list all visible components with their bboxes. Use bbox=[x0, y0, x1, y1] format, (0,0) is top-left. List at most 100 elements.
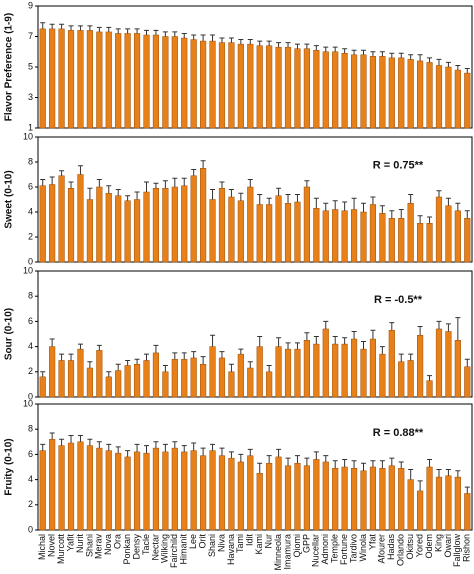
error-bar bbox=[219, 351, 225, 358]
x-tick-label: Shani bbox=[207, 534, 217, 557]
error-bar bbox=[247, 448, 253, 456]
bar bbox=[152, 188, 160, 263]
bar bbox=[209, 450, 216, 531]
bar bbox=[332, 468, 339, 531]
bar bbox=[181, 451, 188, 531]
bar bbox=[426, 380, 433, 398]
error-bar bbox=[257, 462, 263, 474]
x-tick-label: Havana bbox=[226, 534, 236, 565]
error-bar bbox=[191, 169, 197, 176]
y-tick-label: 2 bbox=[28, 366, 33, 376]
bar bbox=[86, 199, 93, 263]
bar bbox=[379, 56, 386, 129]
error-bar bbox=[144, 29, 149, 35]
bar bbox=[445, 475, 452, 531]
error-bar bbox=[342, 337, 348, 345]
bar bbox=[398, 361, 405, 398]
error-bar bbox=[361, 49, 366, 55]
bar bbox=[341, 53, 348, 129]
x-tick-label: Yafit bbox=[65, 534, 75, 552]
error-bar bbox=[153, 441, 159, 449]
bar bbox=[435, 65, 443, 129]
annotation: R = 0.75** bbox=[373, 160, 424, 172]
bar bbox=[379, 213, 386, 263]
bar bbox=[379, 468, 386, 531]
error-bar bbox=[247, 179, 253, 187]
bar bbox=[181, 358, 188, 398]
bar bbox=[247, 367, 254, 398]
bar bbox=[369, 338, 377, 398]
error-bar bbox=[351, 330, 357, 340]
bar bbox=[256, 473, 263, 531]
x-tick-label: Qiomi bbox=[292, 534, 302, 558]
bar bbox=[171, 36, 178, 129]
x-tick-label: Yored bbox=[414, 534, 424, 557]
y-tick-label: 6 bbox=[28, 449, 33, 459]
error-bar bbox=[370, 460, 376, 467]
error-bar bbox=[464, 486, 470, 494]
y-axis-label: Fruity (0-10) bbox=[4, 438, 15, 495]
error-bar bbox=[464, 68, 470, 74]
x-tick-label: Ora bbox=[113, 534, 123, 549]
bar bbox=[190, 357, 197, 398]
bar bbox=[218, 357, 226, 398]
error-bar bbox=[77, 25, 83, 31]
bar bbox=[209, 199, 216, 263]
error-bar bbox=[379, 460, 385, 469]
error-bar bbox=[294, 342, 300, 350]
bar bbox=[445, 205, 452, 263]
x-tick-label: King bbox=[433, 534, 443, 552]
bar bbox=[67, 360, 75, 398]
bar bbox=[171, 186, 178, 263]
bar bbox=[162, 188, 169, 263]
y-tick-label: 8 bbox=[28, 291, 33, 301]
bar bbox=[341, 210, 348, 263]
error-bar bbox=[144, 353, 149, 361]
y-tick-label: 1 bbox=[28, 122, 33, 132]
bar bbox=[313, 343, 320, 398]
x-tick-label: Niva bbox=[216, 534, 226, 552]
bar bbox=[369, 466, 377, 531]
error-bar bbox=[68, 353, 74, 361]
bar bbox=[115, 370, 122, 398]
error-bar bbox=[191, 442, 197, 451]
error-bar bbox=[162, 31, 168, 37]
bar bbox=[322, 461, 329, 531]
x-tick-label: Nurit bbox=[75, 534, 85, 554]
bar bbox=[218, 455, 226, 531]
bar bbox=[284, 203, 292, 263]
error-bar bbox=[115, 363, 121, 371]
bar bbox=[105, 31, 112, 129]
error-bar bbox=[162, 443, 168, 452]
bar bbox=[256, 204, 263, 263]
error-bar bbox=[238, 39, 244, 45]
error-bar bbox=[417, 480, 423, 491]
bar bbox=[417, 490, 424, 531]
error-bar bbox=[134, 191, 140, 200]
bar bbox=[435, 196, 443, 263]
bar bbox=[152, 447, 160, 531]
error-bar bbox=[210, 189, 216, 200]
error-bar bbox=[417, 325, 423, 336]
bar bbox=[58, 445, 65, 531]
bar bbox=[322, 328, 329, 398]
error-bar bbox=[398, 52, 404, 58]
error-bar bbox=[464, 210, 470, 219]
error-bar bbox=[153, 344, 159, 353]
error-bar bbox=[445, 469, 451, 476]
y-tick-label: 4 bbox=[28, 341, 33, 351]
bar bbox=[313, 459, 320, 531]
error-bar bbox=[342, 48, 348, 54]
bar bbox=[39, 28, 46, 129]
bar bbox=[181, 185, 188, 263]
plot-frame bbox=[37, 270, 473, 398]
bar bbox=[133, 33, 141, 129]
error-bar bbox=[125, 450, 131, 457]
bar bbox=[96, 447, 103, 531]
bar bbox=[266, 204, 273, 263]
bar bbox=[322, 210, 329, 263]
bar bbox=[39, 450, 46, 531]
error-bar bbox=[153, 29, 159, 35]
x-tick-label: Ponkan bbox=[122, 534, 132, 565]
error-bar bbox=[455, 317, 461, 341]
